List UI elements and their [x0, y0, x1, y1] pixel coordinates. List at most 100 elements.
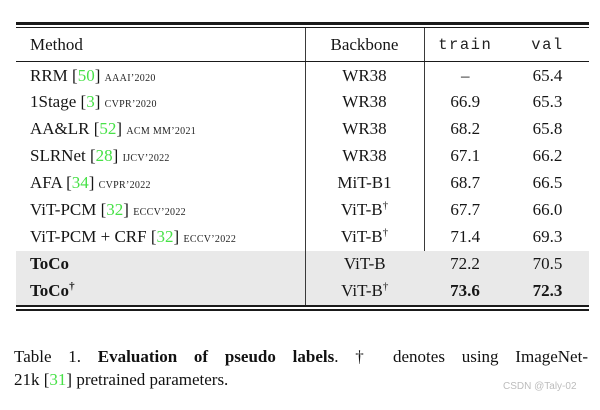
- table-row: ViT-PCM† [32] ECCV’2022 ViT-B† 67.7 66.0: [16, 196, 589, 224]
- citation-number: 50: [77, 65, 95, 85]
- val-cell: 65.3: [532, 92, 563, 112]
- method-name: AA&LR: [30, 119, 90, 139]
- method-cell: AA&LR† [52] ACM MM’2021: [16, 115, 306, 143]
- venue-label: ECCV’2022: [133, 207, 186, 219]
- table-row: SLRNet† [28] IJCV’2022 WR38† 67.1 66.2: [16, 142, 589, 170]
- citation-number: 32: [156, 227, 174, 247]
- method-citation: [32] ECCV’2022: [146, 227, 237, 247]
- backbone-cell: WR38†: [305, 88, 425, 116]
- train-cell: 67.1: [450, 146, 481, 166]
- table-bottom-rule-1: [16, 304, 589, 308]
- backbone-name: ViT-B: [341, 281, 383, 301]
- method-name: 1Stage: [30, 92, 77, 112]
- backbone-name: WR38: [342, 65, 387, 85]
- method-citation: [3] CVPR’2020: [76, 92, 157, 112]
- method-name: ToCo: [30, 254, 70, 274]
- table-row: AFA† [34] CVPR’2022 MiT-B1† 68.7 66.5: [16, 169, 589, 197]
- header-train: train: [424, 27, 506, 63]
- train-cell: 68.7: [450, 173, 481, 193]
- pseudo-label-table: Method Backbone train val RRM† [50] AAAI…: [16, 27, 589, 305]
- backbone-dagger: †: [382, 199, 389, 212]
- method-name: RRM: [30, 65, 68, 85]
- table-caption: Table 1. Evaluation of pseudo labels. † …: [14, 345, 588, 391]
- caption-line2-post: ] pretrained parameters.: [66, 370, 229, 389]
- citation-number: 32: [106, 200, 124, 220]
- venue-label: CVPR’2022: [98, 180, 151, 192]
- table-top-rule-thick: [16, 22, 589, 25]
- method-name: ViT-PCM + CRF: [30, 227, 147, 247]
- val-cell: 72.3: [532, 281, 563, 301]
- train-cell: 72.2: [450, 254, 480, 274]
- backbone-cell: ViT-B†: [305, 223, 425, 251]
- table-top-rule-thin: [16, 26, 589, 28]
- method-cell: ViT-PCM + CRF† [32] ECCV’2022: [16, 223, 306, 251]
- caption-prefix: Table 1.: [14, 347, 98, 366]
- caption-line-2: 21k [31] pretrained parameters.: [14, 368, 588, 391]
- val-cell: 66.5: [532, 173, 563, 193]
- header-row: Method Backbone train val: [16, 27, 589, 63]
- citation-number: 28: [95, 146, 113, 166]
- venue-label: IJCV’2022: [122, 153, 170, 165]
- table-row: ViT-PCM + CRF† [32] ECCV’2022 ViT-B† 71.…: [16, 223, 589, 251]
- train-cell: –: [461, 65, 470, 85]
- table-row: AA&LR† [52] ACM MM’2021 WR38† 68.2 65.8: [16, 115, 589, 143]
- table-row: 1Stage† [3] CVPR’2020 WR38† 66.9 65.3: [16, 88, 589, 116]
- backbone-cell: ViT-B†: [305, 196, 425, 224]
- backbone-cell: MiT-B1†: [305, 169, 425, 197]
- train-cell: 66.9: [450, 92, 481, 112]
- method-citation: [52] ACM MM’2021: [89, 119, 197, 139]
- backbone-name: ViT-B: [340, 227, 383, 247]
- method-name: AFA: [30, 173, 62, 193]
- backbone-name: WR38: [342, 146, 387, 166]
- method-cell: AFA† [34] CVPR’2022: [16, 169, 306, 197]
- method-citation: [34] CVPR’2022: [61, 173, 151, 193]
- val-cell: 65.8: [532, 119, 563, 139]
- method-name: SLRNet: [30, 146, 86, 166]
- header-backbone: Backbone: [305, 27, 425, 63]
- table-row: ToCo† [] ViT-B† 72.2 70.5: [16, 250, 589, 278]
- venue-label: CVPR’2020: [104, 99, 157, 111]
- method-cell: SLRNet† [28] IJCV’2022: [16, 142, 306, 170]
- method-cell: ToCo† []: [16, 277, 306, 305]
- header-method: Method: [16, 27, 306, 63]
- method-name: ViT-PCM: [30, 200, 97, 220]
- method-cell: ToCo† []: [16, 250, 306, 278]
- citation-number: 52: [99, 119, 117, 139]
- backbone-cell: ViT-B†: [305, 278, 424, 305]
- backbone-cell: WR38†: [305, 61, 425, 89]
- backbone-name: MiT-B1: [337, 173, 392, 193]
- method-dagger: †: [69, 280, 75, 293]
- method-name: ToCo: [30, 281, 70, 301]
- csdn-watermark: CSDN @Taly-02: [503, 381, 577, 392]
- method-cell: 1Stage† [3] CVPR’2020: [16, 88, 306, 116]
- method-citation: [50] AAAI’2020: [67, 65, 156, 85]
- table-body: RRM† [50] AAAI’2020 WR38† – 65.4 1Stage†…: [16, 61, 589, 305]
- backbone-dagger: †: [382, 226, 389, 239]
- table-row: ToCo† [] ViT-B† 73.6 72.3: [16, 277, 589, 305]
- caption-after-bold: . † denotes using ImageNet-: [334, 347, 588, 366]
- backbone-name: WR38: [342, 92, 387, 112]
- table-bottom-rules: [16, 304, 589, 312]
- val-cell: 66.2: [532, 146, 563, 166]
- caption-line-1: Table 1. Evaluation of pseudo labels. † …: [14, 345, 588, 368]
- method-citation: [28] IJCV’2022: [85, 146, 170, 166]
- table-bottom-rule-2: [16, 308, 589, 312]
- train-cell: 71.4: [450, 227, 481, 247]
- results-table: Method Backbone train val RRM† [50] AAAI…: [16, 22, 589, 312]
- val-cell: 69.3: [532, 227, 563, 247]
- citation-number: 3: [86, 92, 95, 112]
- venue-label: AAAI’2020: [104, 72, 156, 84]
- header-val: val: [506, 27, 589, 63]
- backbone-cell: WR38†: [305, 115, 425, 143]
- venue-label: ECCV’2022: [183, 234, 237, 246]
- method-cell: RRM† [50] AAAI’2020: [16, 61, 306, 89]
- table-row: RRM† [50] AAAI’2020 WR38† – 65.4: [16, 61, 589, 89]
- val-cell: 70.5: [532, 254, 563, 274]
- val-cell: 66.0: [532, 200, 563, 220]
- venue-label: ACM MM’2021: [126, 126, 197, 138]
- backbone-cell: WR38†: [305, 142, 425, 170]
- train-cell: 73.6: [450, 281, 480, 301]
- backbone-name: ViT-B: [343, 254, 386, 274]
- caption-citation-number: 31: [49, 370, 67, 389]
